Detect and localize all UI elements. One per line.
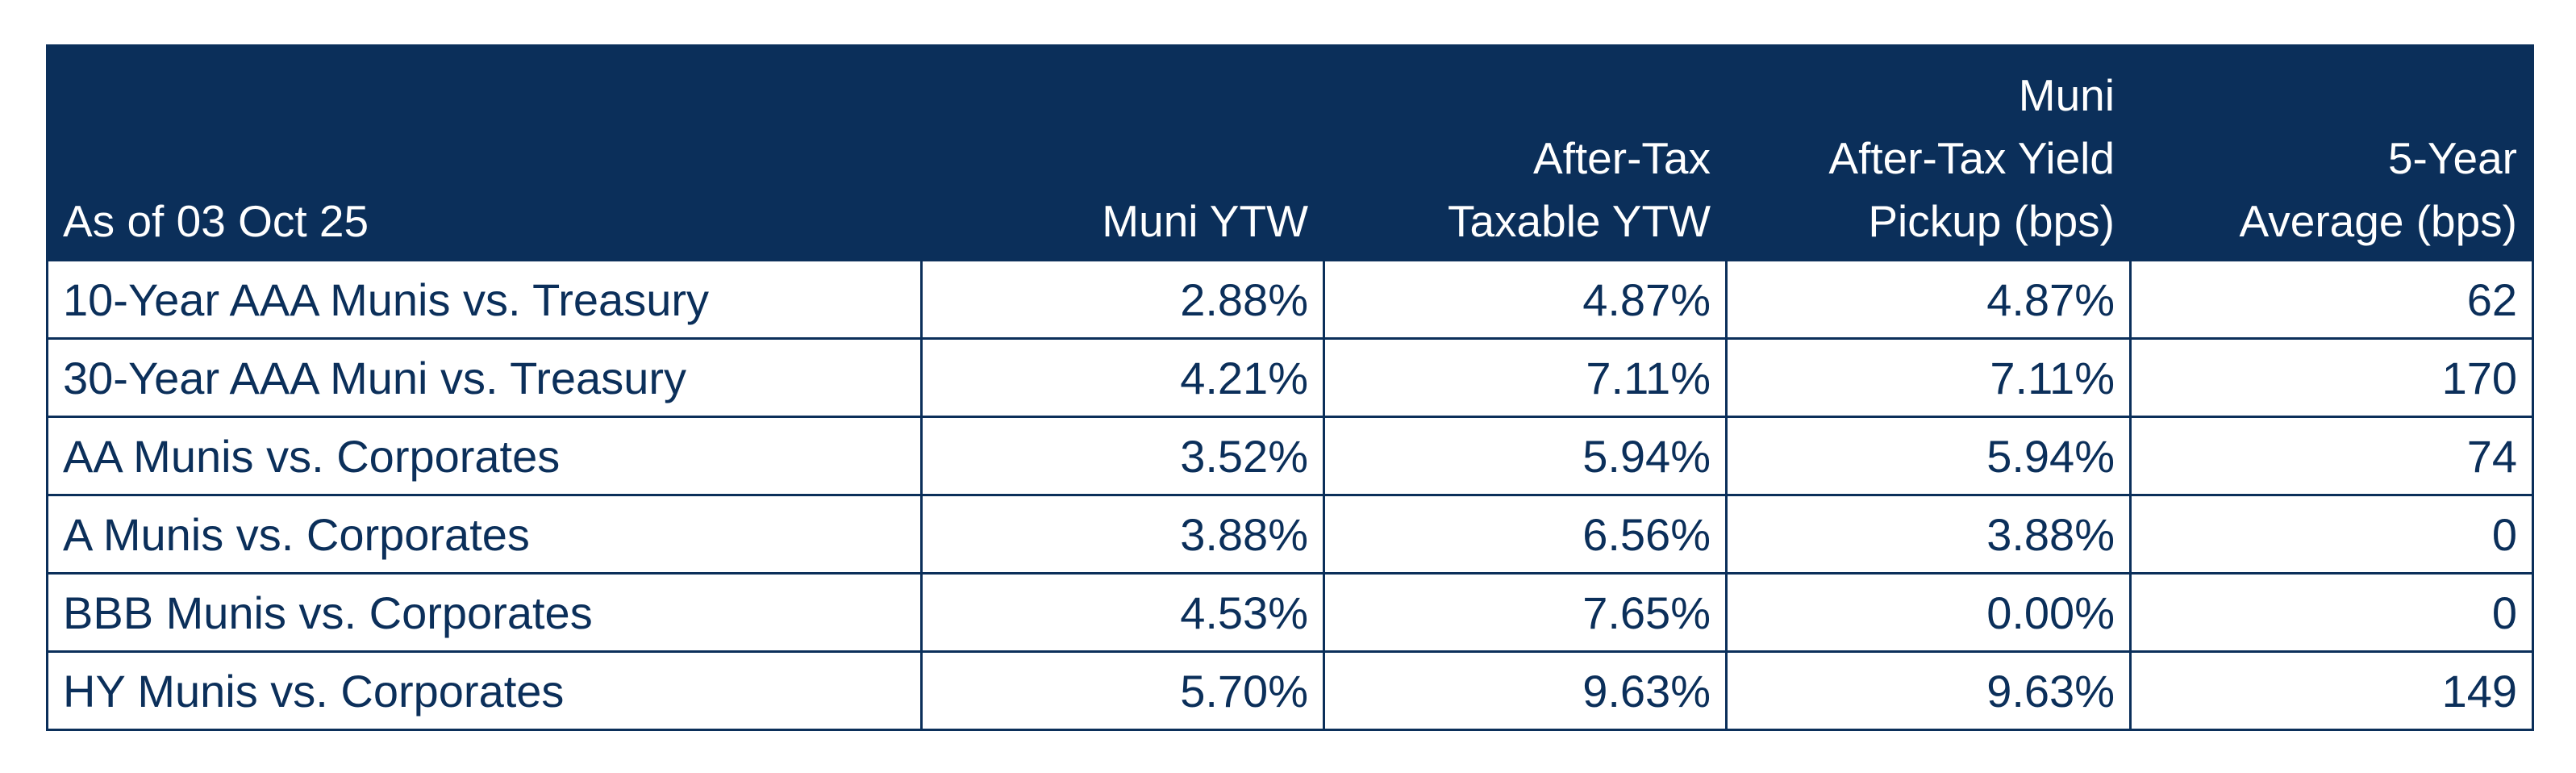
value-cell: 7.11% xyxy=(1323,337,1728,418)
row-label: AA Munis vs. Corporates xyxy=(46,416,923,496)
row-label: HY Munis vs. Corporates xyxy=(46,650,923,731)
value-cell: 9.63% xyxy=(1323,650,1728,731)
table-row: A Munis vs. Corporates 3.88% 6.56% 3.88% 0 xyxy=(46,494,2534,575)
value-cell: 4.87% xyxy=(1323,259,1728,340)
header-row: As of 03 Oct 25 Muni YTW After-Tax Taxable… xyxy=(46,44,2534,261)
value-cell: 4.53% xyxy=(920,572,1325,653)
value-cell: 0.00% xyxy=(1725,572,2132,653)
table-row: 30-Year AAA Muni vs. Treasury 4.21% 7.11% 7… xyxy=(46,337,2534,418)
table-body: 10-Year AAA Munis vs. Treasury 2.88% 4.87%… xyxy=(46,259,2534,731)
value-cell: 0 xyxy=(2129,494,2534,575)
value-cell: 74 xyxy=(2129,416,2534,496)
value-cell: 4.87% xyxy=(1725,259,2132,340)
row-label: 30-Year AAA Muni vs. Treasury xyxy=(46,337,923,418)
table-row: BBB Munis vs. Corporates 4.53% 7.65% 0.00% 0 xyxy=(46,572,2534,653)
row-label: 10-Year AAA Munis vs. Treasury xyxy=(46,259,923,340)
value-cell: 5.94% xyxy=(1323,416,1728,496)
value-cell: 2.88% xyxy=(920,259,1325,340)
value-cell: 7.11% xyxy=(1725,337,2132,418)
value-cell: 3.88% xyxy=(1725,494,2132,575)
table-row: AA Munis vs. Corporates 3.52% 5.94% 5.94% 74 xyxy=(46,416,2534,496)
header-cell: After-Tax Taxable YTW xyxy=(1323,44,1728,261)
value-cell: 9.63% xyxy=(1725,650,2132,731)
table-header: As of 03 Oct 25 Muni YTW After-Tax Taxable… xyxy=(46,44,2534,261)
value-cell: 5.70% xyxy=(920,650,1325,731)
value-cell: 170 xyxy=(2129,337,2534,418)
table-row: HY Munis vs. Corporates 5.70% 9.63% 9.63% 14… xyxy=(46,650,2534,731)
header-cell: 5-Year Average (bps) xyxy=(2129,44,2534,261)
value-cell: 5.94% xyxy=(1725,416,2132,496)
header-cell: Muni After-Tax Yield Pickup (bps) xyxy=(1725,44,2132,261)
row-label: A Munis vs. Corporates xyxy=(46,494,923,575)
value-cell: 3.88% xyxy=(920,494,1325,575)
value-cell: 3.52% xyxy=(920,416,1325,496)
header-cell: As of 03 Oct 25 xyxy=(46,44,923,261)
row-label: BBB Munis vs. Corporates xyxy=(46,572,923,653)
header-cell: Muni YTW xyxy=(920,44,1325,261)
value-cell: 0 xyxy=(2129,572,2534,653)
value-cell: 4.21% xyxy=(920,337,1325,418)
value-cell: 6.56% xyxy=(1323,494,1728,575)
value-cell: 62 xyxy=(2129,259,2534,340)
value-cell: 7.65% xyxy=(1323,572,1728,653)
table-row: 10-Year AAA Munis vs. Treasury 2.88% 4.87%… xyxy=(46,259,2534,340)
yield-table: As of 03 Oct 25 Muni YTW After-Tax Taxable… xyxy=(46,44,2534,731)
value-cell: 149 xyxy=(2129,650,2534,731)
